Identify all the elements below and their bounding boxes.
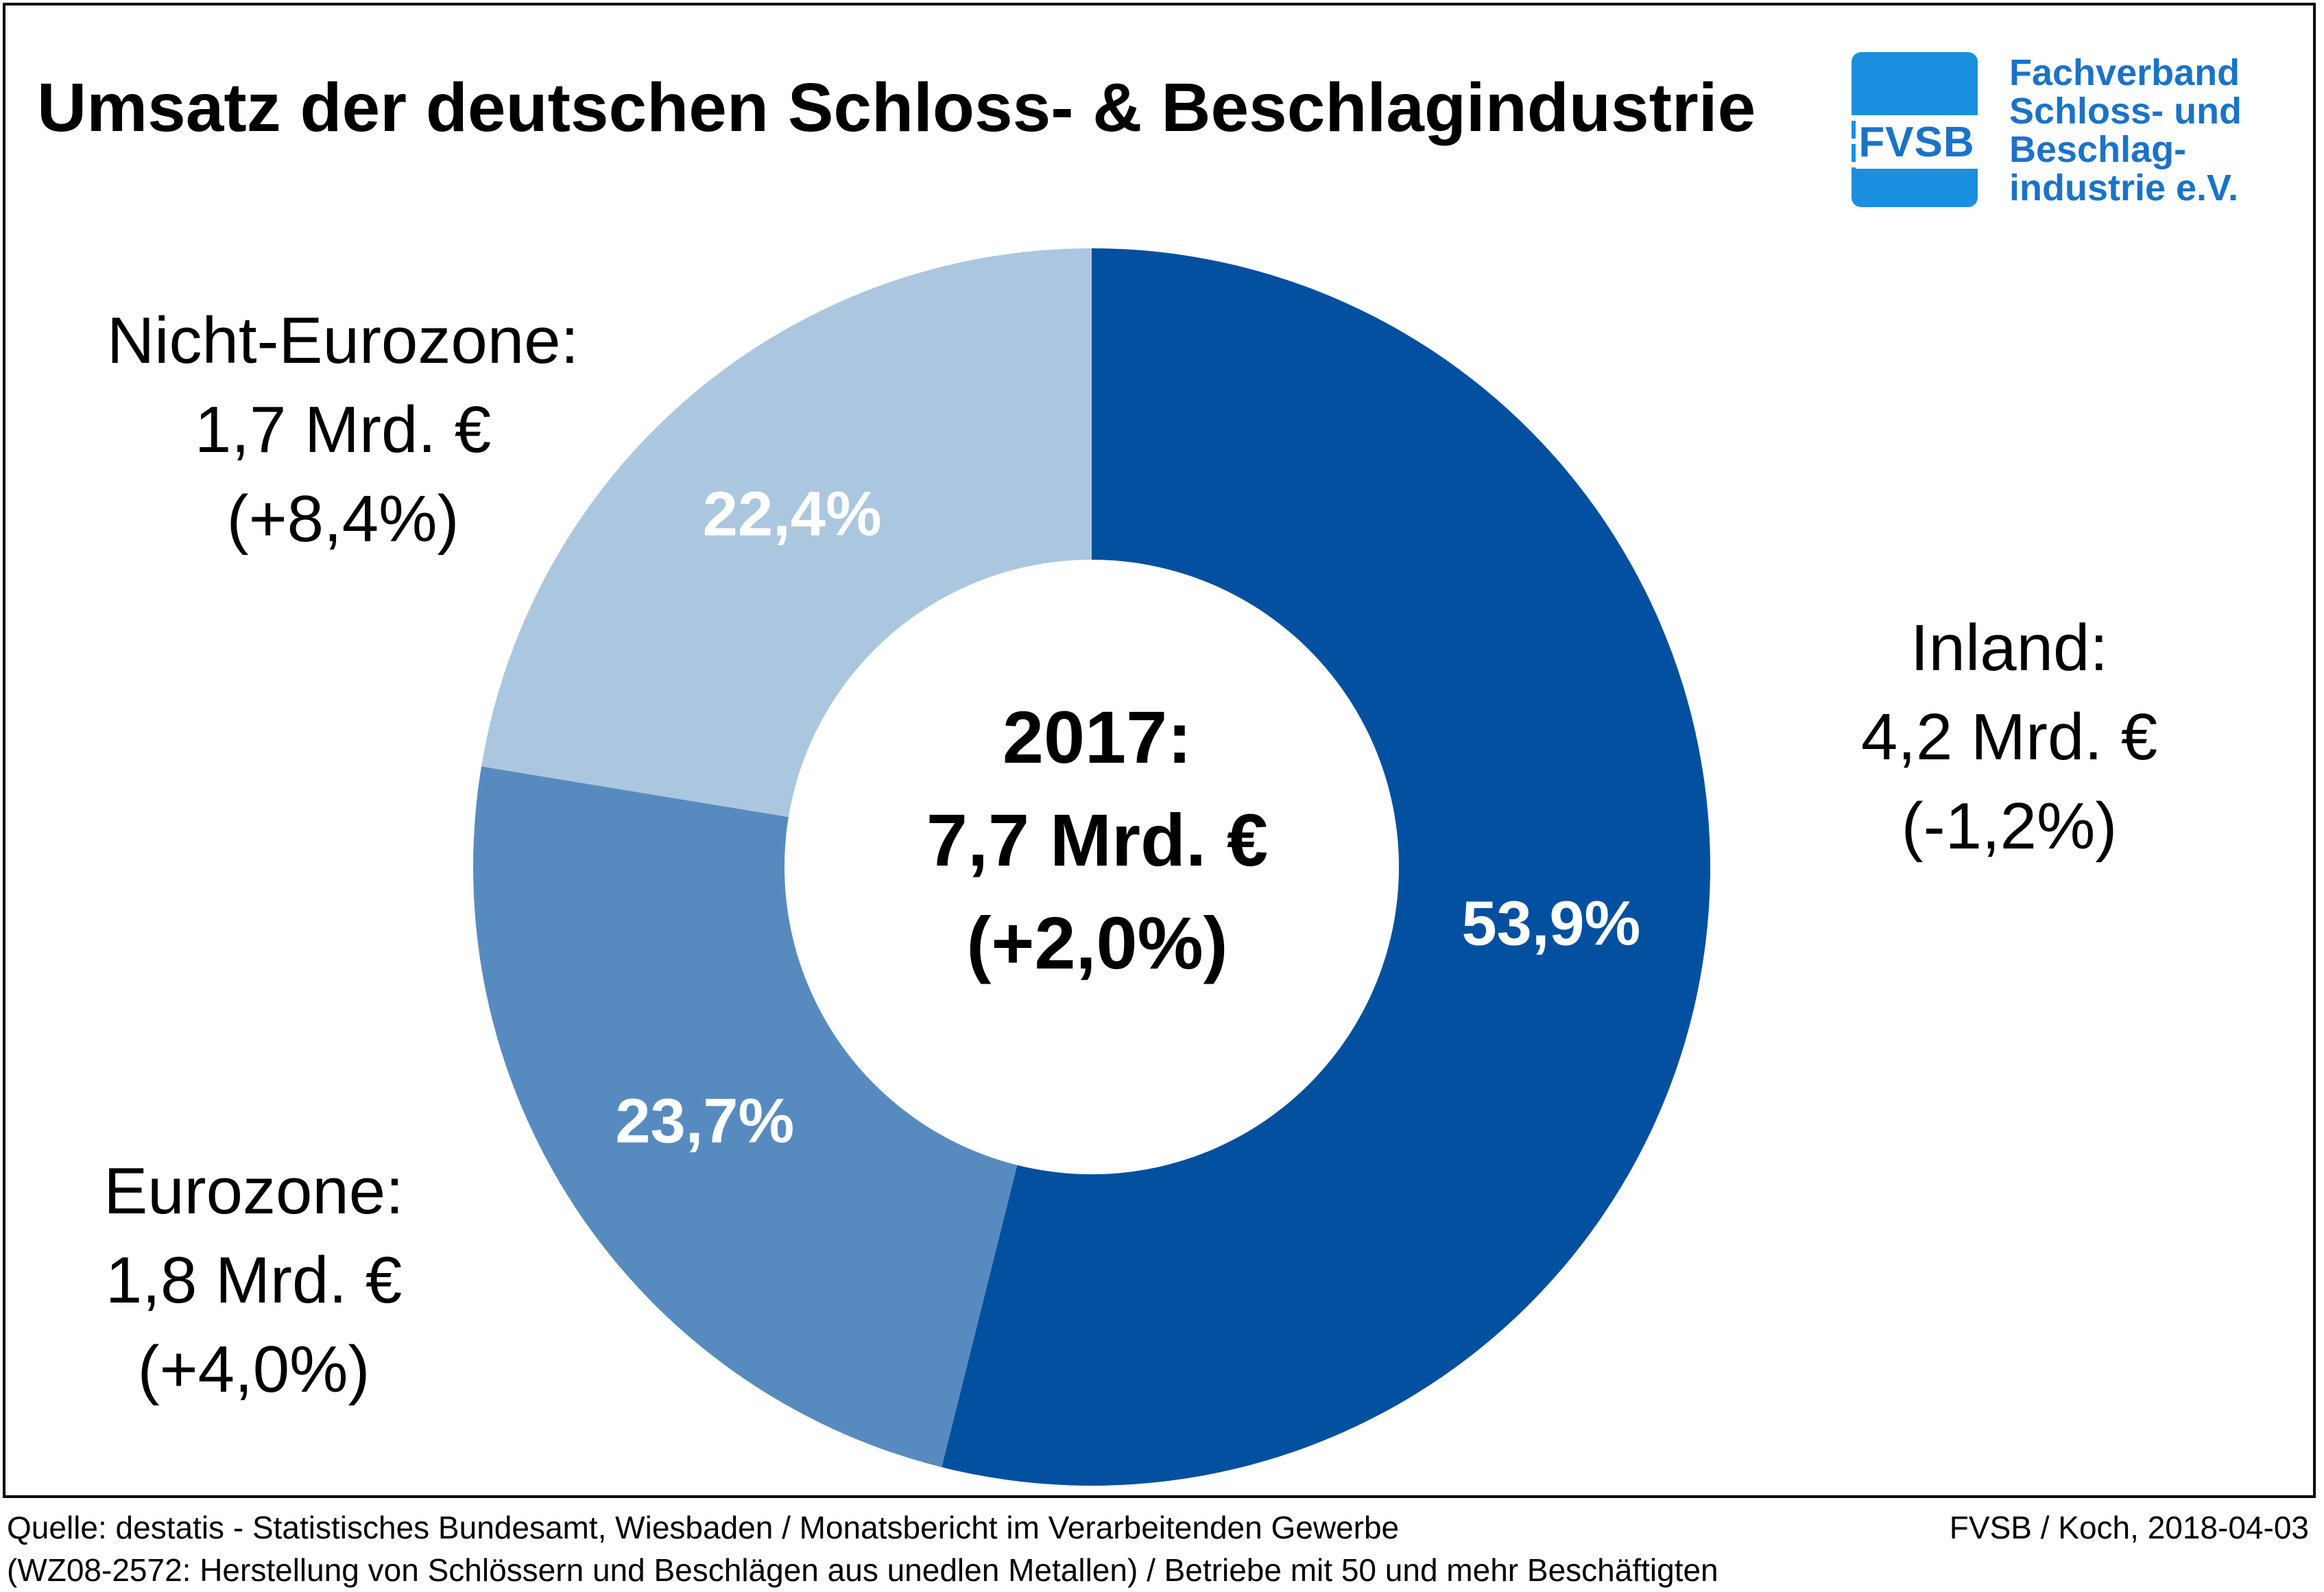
org-name-line: Schloss- und [2009,91,2242,132]
label-change: (+8,4%) [226,482,459,556]
label-amount: 4,2 Mrd. € [1860,700,2158,774]
donut-slice-inland [942,248,1711,1486]
org-name-line: Fachverband [2009,52,2240,93]
label-change: (-1,2%) [1901,789,2118,863]
donut-slice-eurozone [472,766,1018,1468]
center-year: 2017: [1002,696,1193,779]
chart-title: Umsatz der deutschen Schloss- & Beschlag… [37,69,1756,146]
donut-slice-nicht-eurozone [481,248,1092,818]
slice-label-inland: 53,9% [1462,888,1641,958]
source-line-2: (WZ08-2572: Herstellung von Schlössern u… [7,1552,1718,1588]
label-name: Inland: [1910,611,2109,685]
center-change: (+2,0%) [966,901,1228,984]
label-amount: 1,7 Mrd. € [194,393,492,466]
center-amount: 7,7 Mrd. € [926,798,1269,881]
center-total: 2017: 7,7 Mrd. € (+2,0%) [789,686,1406,995]
slice-label-nicht-eurozone: 22,4% [703,479,882,549]
source-line-1: Quelle: destatis - Statistisches Bundesa… [7,1510,1400,1545]
label-change: (+4,0%) [137,1333,370,1406]
source-note: Quelle: destatis - Statistisches Bundesa… [7,1506,1718,1591]
org-name-line: Beschlag- [2009,129,2187,170]
label-nicht-eurozone: Nicht-Eurozone: 1,7 Mrd. € (+8,4%) [62,296,624,564]
label-name: Nicht-Eurozone: [106,304,579,377]
logo-mark: FVSB [1856,117,1978,169]
label-eurozone: Eurozone: 1,8 Mrd. € (+4,0%) [41,1147,466,1414]
label-inland: Inland: 4,2 Mrd. € (-1,2%) [1790,604,2229,871]
author-date: FVSB / Koch, 2018-04-03 [1949,1510,2309,1545]
slice-label-eurozone: 23,7% [615,1086,794,1156]
label-name: Eurozone: [104,1154,404,1228]
org-name-line: industrie e.V. [2009,167,2239,209]
org-name: Fachverband Schloss- und Beschlag- indus… [2009,54,2242,207]
label-amount: 1,8 Mrd. € [105,1244,403,1317]
